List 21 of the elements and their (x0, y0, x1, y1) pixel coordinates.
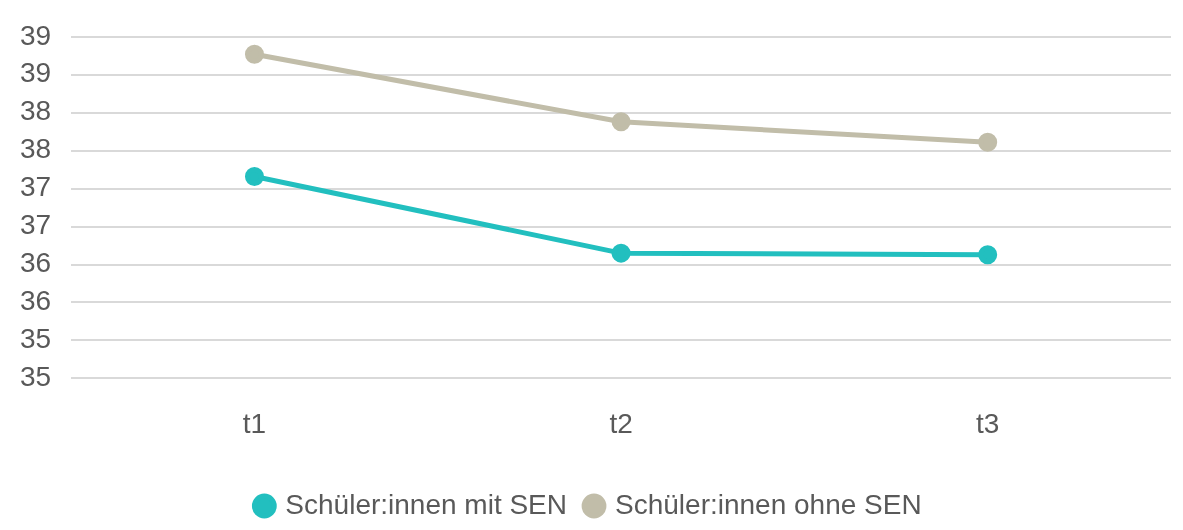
y-tick-label: 36 (19, 285, 52, 317)
point (978, 132, 998, 152)
y-tick-label: 39 (19, 19, 52, 51)
x-tick-label: t2 (609, 407, 633, 439)
x-tick-label: t3 (976, 407, 1000, 439)
y-tick-label: 38 (19, 95, 52, 127)
y-tick-label: 35 (19, 323, 52, 355)
point (244, 44, 264, 64)
point (978, 245, 998, 265)
point (611, 243, 631, 263)
y-tick-label: 36 (19, 247, 52, 279)
legend-label: Schüler:innen ohne SEN (615, 488, 922, 520)
y-tick-label: 38 (19, 133, 52, 165)
y-tick-label: 37 (19, 209, 52, 241)
y-tick-label: 37 (19, 171, 52, 203)
x-tick-label: t1 (242, 407, 267, 439)
point (611, 112, 631, 132)
point (244, 166, 264, 186)
y-tick-label: 35 (19, 361, 52, 393)
legend-label: Schüler:innen mit SEN (285, 488, 568, 520)
y-tick-label: 39 (19, 57, 52, 89)
